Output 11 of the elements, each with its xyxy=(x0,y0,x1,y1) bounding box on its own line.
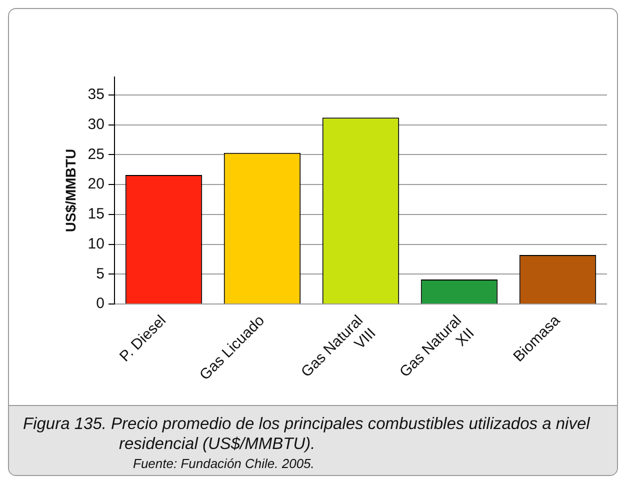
y-tick-label: 5 xyxy=(96,265,104,282)
y-tick-label: 35 xyxy=(88,86,104,104)
y-axis-title: US$/MMBTU xyxy=(62,148,78,232)
y-tick-label: 30 xyxy=(88,116,104,133)
y-tick-label: 0 xyxy=(96,295,104,312)
text: Figura 135. Precio promedio de los principales combustibles utilizados a nivel residencial (US$/MMBTU). xyxy=(23,414,592,454)
y-tick-label: 15 xyxy=(88,206,104,223)
y-tick-label: 10 xyxy=(88,235,104,252)
source-note: Fuente: Fundación Chile. 2005. xyxy=(133,456,316,471)
y-tick-label: 20 xyxy=(88,176,104,193)
y-tick-label: 25 xyxy=(88,146,104,163)
